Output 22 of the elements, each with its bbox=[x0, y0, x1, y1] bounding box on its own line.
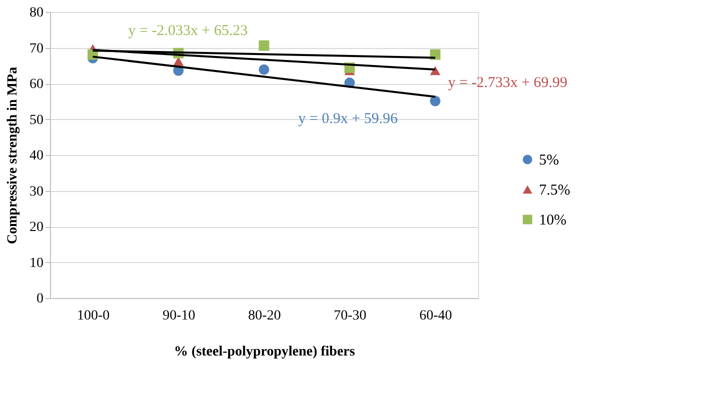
legend-label: 10% bbox=[539, 212, 566, 228]
y-tick-label: 10 bbox=[30, 256, 44, 271]
y-tick-label: 50 bbox=[30, 112, 44, 128]
annotation: y = 0.9x + 59.96 bbox=[298, 111, 398, 127]
annotation: y = -2.033x + 65.23 bbox=[128, 23, 248, 39]
legend-label: 5% bbox=[539, 152, 559, 168]
x-tick-label: 100-0 bbox=[76, 308, 110, 324]
y-tick-label: 20 bbox=[30, 220, 44, 235]
annotation: y = -2.733x + 69.99 bbox=[448, 75, 568, 91]
x-tick-label: 70-30 bbox=[334, 308, 366, 324]
x-tick-label: 60-40 bbox=[419, 308, 452, 324]
y-axis-title: Compressive strength in MPa bbox=[6, 66, 20, 244]
y-tick-label: 0 bbox=[36, 292, 44, 306]
x-tick-label: 90-10 bbox=[162, 308, 196, 324]
legend-label: 7.5% bbox=[539, 182, 570, 198]
y-tick-label: 40 bbox=[30, 148, 44, 164]
x-tick-label: 80-20 bbox=[248, 308, 281, 324]
y-tick-label: 70 bbox=[30, 41, 44, 56]
y-tick-label: 80 bbox=[30, 6, 44, 20]
y-tick-label: 60 bbox=[30, 77, 44, 92]
x-axis-title: % (steel-polypropylene) fibers bbox=[174, 344, 356, 360]
y-tick-label: 30 bbox=[30, 184, 44, 200]
